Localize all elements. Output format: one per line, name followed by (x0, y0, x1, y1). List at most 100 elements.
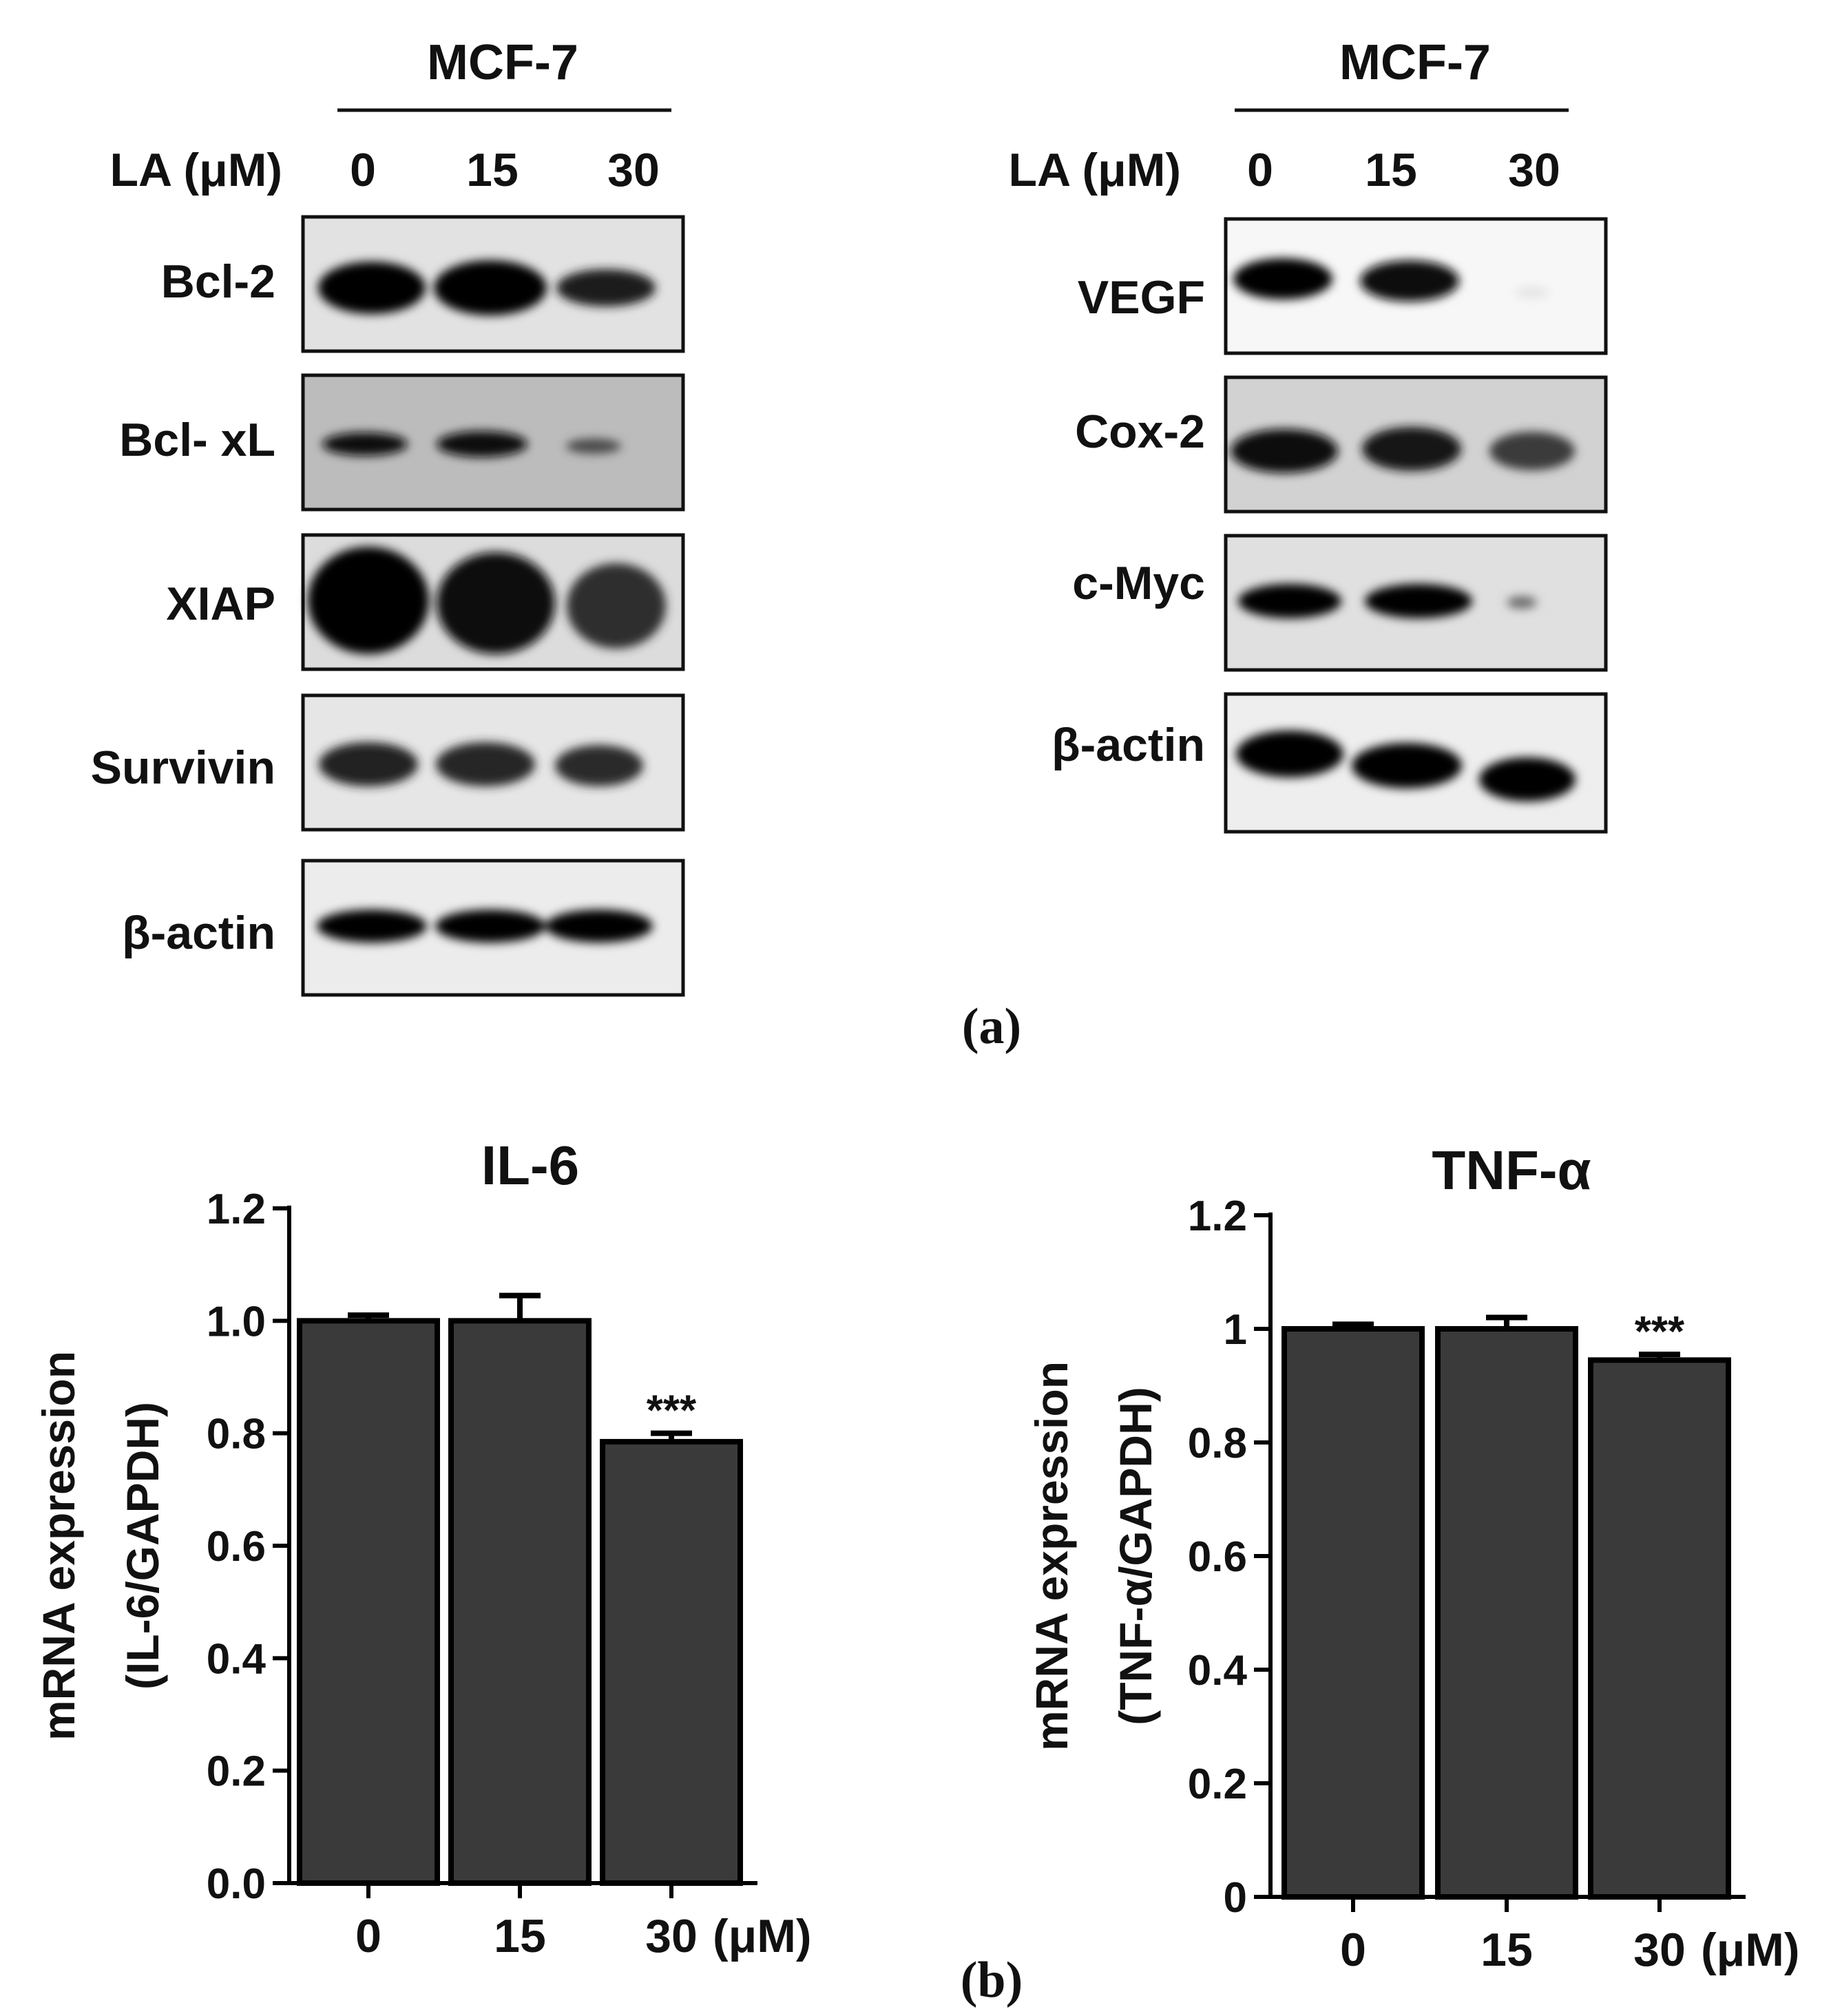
band-cox2-lane-30 (1489, 432, 1575, 470)
panel-a-caption: (a) (962, 998, 1021, 1055)
il6-x-tick-label-30: 30 (645, 1910, 698, 1962)
il6-x-unit-label: (μM) (713, 1910, 812, 1962)
left-blot-row-bcl2: Bcl-2 (161, 215, 685, 353)
panel-b-caption: (b) (961, 1952, 1023, 2008)
left-blot-row-bclxl: Bcl- xL (119, 373, 685, 512)
left-western-blot: MCF-7 LA (μM) 0 15 30 Bcl-2 Bcl- xL X (91, 35, 685, 997)
band-label-bactin-left: β-actin (122, 907, 275, 959)
left-blot-cell-line: MCF-7 (427, 35, 578, 90)
left-blot-row-xiap: XIAP (166, 533, 685, 671)
band-lanes-xiap (308, 547, 666, 654)
il6-bar-15 (448, 1318, 592, 1887)
tnfa-bar-15 (1435, 1326, 1578, 1900)
band-label-bclxl: Bcl- xL (119, 414, 275, 466)
band-survivin-lane-15 (436, 742, 535, 786)
tnfa-y-tick-label-1.2: 1.2 (1188, 1193, 1247, 1240)
right-blot-cell-line: MCF-7 (1339, 35, 1491, 90)
il6-y-axis-label-line2: (IL-6/GAPDH) (117, 1402, 168, 1690)
il6-bar-0 (297, 1318, 440, 1887)
band-label-xiap: XIAP (166, 578, 275, 630)
il6-y-tick-label-0.6: 0.6 (207, 1523, 266, 1571)
tnfa-y-axis-label-line1: mRNA expression (1026, 1361, 1077, 1751)
band-lanes-cox2 (1231, 427, 1575, 473)
right-blot-row-cmyc: c-Myc (1072, 534, 1608, 672)
left-blot-dose-30: 30 (607, 144, 660, 196)
band-label-bactin-right: β-actin (1051, 719, 1205, 771)
band-lanes-survivin (319, 742, 643, 786)
band-xiap-lane-30 (567, 563, 666, 649)
tnfa-y-tick-label-0.6: 0.6 (1188, 1533, 1247, 1581)
left-blot-row-bactin: β-actin (122, 859, 685, 997)
left-blot-row-survivin: Survivin (91, 693, 685, 832)
tnfa-bar-chart: TNF-α mRNA expression (TNF-α/GAPDH) 0 15 *** 3… (1026, 1140, 1800, 1976)
band-bclxl-lane-15 (437, 431, 527, 457)
band-survivin-lane-30 (555, 745, 643, 786)
band-bclxl-lane-0 (322, 432, 408, 456)
band-label-vegf: VEGF (1078, 271, 1205, 324)
tnfa-y-tick-label-1: 1 (1224, 1306, 1247, 1354)
band-bclxl-lane-30 (566, 439, 621, 454)
il6-y-axis-label-line1: mRNA expression (33, 1351, 84, 1741)
band-cmyc-lane-30 (1507, 596, 1537, 609)
band-bcl2-lane-15 (434, 260, 547, 315)
band-cmyc-lane-15 (1365, 584, 1472, 618)
il6-y-tick-label-1.0: 1.0 (207, 1298, 266, 1345)
il6-y-tick-label-0.0: 0.0 (207, 1860, 266, 1908)
left-blot-treatment-label: LA (μM) (109, 144, 282, 196)
band-xiap-lane-0 (308, 547, 429, 654)
tnfa-significance-30: *** (1635, 1308, 1685, 1356)
right-blot-treatment-label: LA (μM) (1008, 144, 1181, 196)
right-blot-dose-15: 15 (1365, 144, 1417, 196)
band-lanes-bactin-left (317, 910, 653, 943)
band-lanes-bactin-right (1236, 731, 1576, 801)
band-lanes-bcl2 (318, 260, 656, 315)
band-survivin-lane-0 (319, 742, 418, 786)
band-lanes-bclxl (322, 431, 621, 457)
tnfa-bar-0 (1281, 1326, 1425, 1900)
band-label-cox2: Cox-2 (1075, 406, 1205, 458)
band-bactin-left-lane-0 (317, 910, 427, 943)
il6-bar-chart: IL-6 mRNA expression (IL-6/GAPDH) 0 15 *** 30 (… (33, 1135, 812, 1962)
left-blot-dose-15: 15 (466, 144, 519, 196)
il6-y-tick-label-1.2: 1.2 (207, 1186, 266, 1233)
band-xiap-lane-15 (437, 552, 555, 654)
band-vegf-lane-15 (1360, 260, 1459, 302)
band-label-cmyc: c-Myc (1072, 557, 1205, 609)
band-bactin-right-lane-0 (1236, 731, 1343, 777)
il6-y-tick-label-0.4: 0.4 (207, 1635, 266, 1683)
tnfa-x-unit-label: (μM) (1701, 1924, 1800, 1976)
right-western-blot: MCF-7 LA (μM) 0 15 30 VEGF Cox-2 c-My (1008, 35, 1608, 834)
band-bactin-right-lane-30 (1479, 757, 1576, 801)
band-lanes-cmyc (1238, 584, 1537, 618)
tnfa-x-tick-label-30: 30 (1633, 1924, 1686, 1976)
tnfa-x-tick-label-0: 0 (1340, 1924, 1366, 1976)
tnfa-y-tick-label-0.4: 0.4 (1188, 1647, 1248, 1694)
band-bactin-right-lane-15 (1352, 743, 1462, 788)
band-bactin-left-lane-30 (545, 910, 653, 943)
tnfa-y-axis-label-line2: (TNF-α/GAPDH) (1110, 1387, 1161, 1725)
tnfa-y-tick-label-0.2: 0.2 (1188, 1761, 1247, 1808)
band-cmyc-lane-0 (1238, 584, 1341, 618)
left-blot-dose-0: 0 (350, 144, 376, 196)
il6-significance-30: *** (647, 1387, 697, 1435)
right-blot-dose-30: 30 (1508, 144, 1560, 196)
band-label-survivin: Survivin (91, 742, 275, 794)
band-cox2-lane-0 (1231, 429, 1338, 473)
tnfa-y-tick-label-0.8: 0.8 (1188, 1420, 1247, 1467)
right-blot-row-bactin: β-actin (1051, 692, 1608, 834)
tnfa-chart-title: TNF-α (1432, 1140, 1591, 1201)
il6-y-tick-label-0.8: 0.8 (207, 1411, 266, 1458)
right-blot-row-cox2: Cox-2 (1075, 375, 1608, 514)
band-vegf-lane-0 (1233, 258, 1332, 300)
band-bactin-left-lane-15 (435, 910, 545, 943)
band-label-bcl2: Bcl-2 (161, 255, 275, 308)
tnfa-y-tick-label-0: 0 (1224, 1874, 1247, 1922)
il6-x-tick-label-15: 15 (494, 1910, 546, 1962)
tnfa-x-tick-label-15: 15 (1481, 1924, 1533, 1976)
il6-x-tick-label-0: 0 (355, 1910, 381, 1962)
right-blot-dose-0: 0 (1247, 144, 1273, 196)
right-blot-row-vegf: VEGF (1078, 217, 1608, 355)
band-lanes-vegf (1233, 258, 1549, 302)
tnfa-bar-30 (1588, 1357, 1731, 1900)
